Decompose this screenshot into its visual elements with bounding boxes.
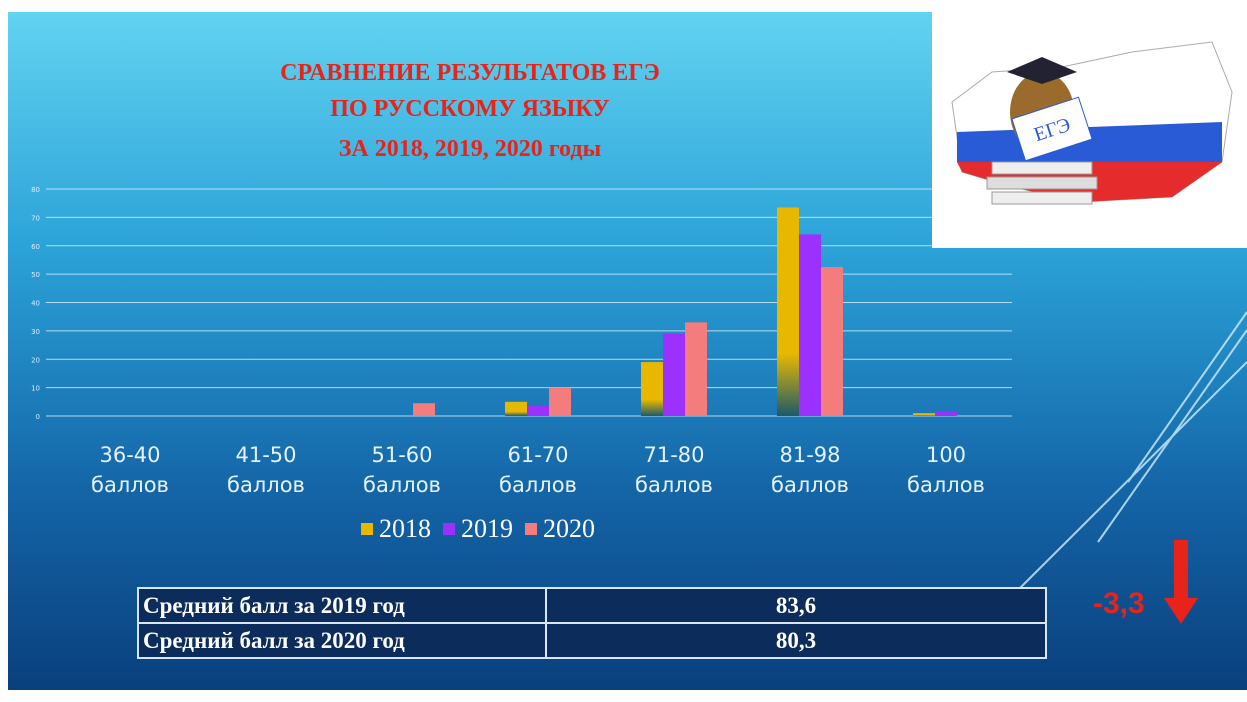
logo: ЕГЭ [932,12,1247,248]
y-tick-label: 10 [31,385,40,393]
table-cell: 80,3 [545,622,1047,659]
bar [799,234,821,416]
legend-label: 2018 [379,514,431,543]
egé-card [1011,96,1093,162]
bar [505,401,527,416]
y-tick-label: 80 [31,186,40,194]
chart-title: СРАВНЕНИЕ РЕЗУЛЬТАТОВ ЕГЭ [280,60,660,86]
bar [549,387,571,416]
bar [777,207,799,416]
decor-lines [1017,311,1247,591]
chart: СРАВНЕНИЕ РЕЗУЛЬТАТОВ ЕГЭ ПО РУССКОМУ ЯЗ… [31,60,1247,624]
chart-title: ЗА 2018, 2019, 2020 годы [339,136,602,162]
x-tick-label: 100 баллов [907,443,985,497]
bar [935,411,957,416]
table-cell: 83,6 [545,587,1047,624]
book [991,161,1093,175]
legend-swatch [361,523,373,535]
table-row: Средний балл за 2019 год 83,6 [137,587,1047,624]
book [991,191,1093,205]
y-tick-label: 30 [31,328,40,336]
bar [641,362,663,416]
legend-swatch [525,523,537,535]
y-tick-label: 50 [31,271,40,279]
bar [685,322,707,416]
book [986,176,1098,190]
arrow-shaft [1174,540,1188,600]
legend-item: 2018 [361,514,431,544]
arrow-head [1164,598,1198,624]
y-tick-label: 0 [36,413,40,421]
annotation: -3,3 [1093,587,1145,620]
x-tick-label: 41-50 баллов [227,443,305,497]
decor-line [1127,311,1247,483]
down-arrow [1164,540,1198,624]
bar [913,413,935,416]
legend-label: 2020 [543,514,595,543]
table-cell: Средний балл за 2020 год [137,622,547,659]
y-tick-label: 20 [31,356,40,364]
table: Средний балл за 2019 год 83,6 Средний ба… [137,587,1047,659]
bar [527,406,549,416]
x-tick-label: 61-70 баллов [499,443,577,497]
legend-swatch [443,523,455,535]
x-tick-label: 51-60 баллов [363,443,441,497]
legend-label: 2019 [461,514,513,543]
slide: СРАВНЕНИЕ РЕЗУЛЬТАТОВ ЕГЭ ПО РУССКОМУ ЯЗ… [8,12,1247,690]
logo-art: ЕГЭ [951,41,1233,205]
x-tick-label: 71-80 баллов [635,443,713,497]
bar [821,267,843,416]
y-tick-label: 70 [31,214,40,222]
cap [1007,57,1077,84]
y-tick-label: 60 [31,243,40,251]
table-row: Средний балл за 2020 год 80,3 [137,622,1047,659]
decor-line [1017,361,1247,591]
legend-item: 2019 [443,514,513,544]
chart-title: ПО РУССКОМУ ЯЗЫКУ [330,96,610,122]
bar [663,333,685,416]
x-tick-label: 36-40 баллов [91,443,169,497]
table-cell: Средний балл за 2019 год [137,587,547,624]
legend-item: 2020 [525,514,595,544]
bar [413,403,435,416]
legend: 2018 2019 2020 [8,512,948,544]
y-tick-label: 40 [31,300,40,308]
x-tick-label: 81-98 баллов [771,443,849,497]
